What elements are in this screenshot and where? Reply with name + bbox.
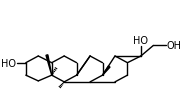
Text: HO: HO <box>133 36 148 46</box>
Text: OH: OH <box>167 41 182 51</box>
Text: HO: HO <box>1 58 16 68</box>
Polygon shape <box>102 66 110 75</box>
Polygon shape <box>46 55 52 75</box>
